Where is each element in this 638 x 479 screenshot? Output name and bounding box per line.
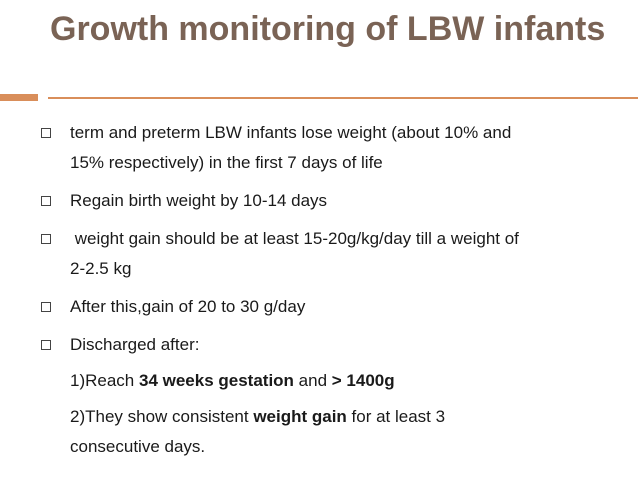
sub1-bold-weight: > 1400g	[331, 371, 395, 390]
sub1-mid: and	[293, 371, 332, 390]
slide-title: Growth monitoring of LBW infants	[50, 10, 606, 48]
list-item-text: Regain birth weight by 10-14 days	[70, 191, 328, 210]
list-item-text: Discharged after:	[70, 335, 200, 354]
title-underline	[48, 97, 638, 99]
sub1-bold-gestation: 34 weeks gestation	[138, 371, 294, 390]
list-item-text: term and preterm LBW infants lose weight…	[70, 123, 512, 142]
list-item: Discharged after:	[40, 330, 620, 360]
slide-body: term and preterm LBW infants lose weight…	[40, 118, 620, 462]
square-bullet-icon	[41, 302, 51, 312]
list-item: term and preterm LBW infants lose weight…	[40, 118, 620, 178]
square-bullet-icon	[41, 196, 51, 206]
sub2-line2: consecutive days.	[70, 437, 206, 456]
sub2-prefix: 2)They show consistent	[70, 407, 254, 426]
list-item-text-cont: 2-2.5 kg	[70, 259, 132, 278]
list-item-text: weight gain should be at least 15-20g/kg…	[70, 229, 519, 248]
title-accent-bar	[0, 94, 38, 101]
square-bullet-icon	[41, 234, 51, 244]
sub2-bold: weight gain	[253, 407, 347, 426]
sub-item-2: 2)They show consistent weight gain for a…	[40, 402, 620, 462]
sub-item-1: 1)Reach 34 weeks gestation and > 1400g	[40, 366, 620, 396]
list-item: Regain birth weight by 10-14 days	[40, 186, 620, 216]
list-item-text-cont: 15% respectively) in the first 7 days of…	[70, 153, 383, 172]
square-bullet-icon	[41, 340, 51, 350]
sub2-suffix: for at least 3	[346, 407, 446, 426]
list-item: weight gain should be at least 15-20g/kg…	[40, 224, 620, 284]
list-item-text: After this,gain of 20 to 30 g/day	[70, 297, 306, 316]
list-item: After this,gain of 20 to 30 g/day	[40, 292, 620, 322]
sub1-prefix: 1)Reach	[70, 371, 139, 390]
square-bullet-icon	[41, 128, 51, 138]
